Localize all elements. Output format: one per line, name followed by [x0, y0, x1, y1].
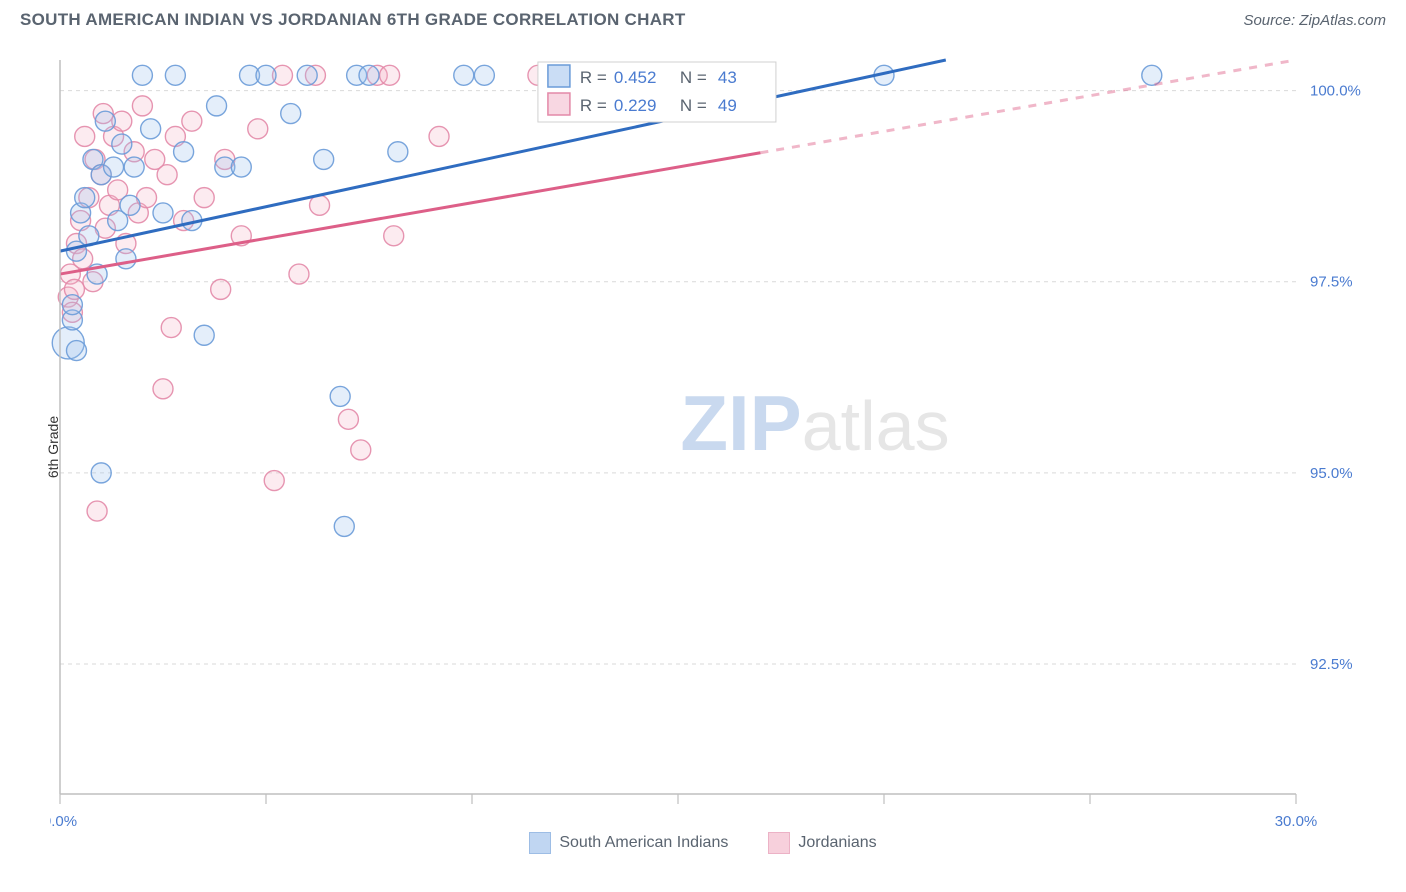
chart-title: SOUTH AMERICAN INDIAN VS JORDANIAN 6TH G…	[20, 10, 686, 30]
scatter-point	[330, 386, 350, 406]
svg-text:ZIPatlas: ZIPatlas	[680, 379, 949, 467]
scatter-point	[248, 119, 268, 139]
scatter-point	[334, 516, 354, 536]
scatter-point	[297, 65, 317, 85]
scatter-point	[474, 65, 494, 85]
scatter-chart: 92.5% 95.0% 97.5% 100.0% ZIPatlas 0.0% 30.0% R …	[50, 42, 1386, 852]
y-axis-label: 6th Grade	[45, 416, 61, 478]
legend-item: Jordanians	[768, 832, 876, 854]
chart-container: 6th Grade 92.5%95.0%97.5%100.0%ZIPatlas0…	[50, 42, 1386, 852]
scatter-point	[62, 295, 82, 315]
scatter-point	[116, 249, 136, 269]
scatter-point	[174, 142, 194, 162]
scatter-point	[359, 65, 379, 85]
scatter-point	[207, 96, 227, 116]
svg-text:0.452: 0.452	[614, 68, 657, 87]
legend-swatch	[548, 65, 570, 87]
scatter-point	[314, 149, 334, 169]
legend-bottom: South American Indians Jordanians	[0, 832, 1406, 854]
svg-text:R =: R =	[580, 96, 607, 115]
svg-text:43: 43	[718, 68, 737, 87]
svg-text:N =: N =	[680, 96, 707, 115]
svg-text:95.0%: 95.0%	[1310, 465, 1353, 482]
scatter-point	[120, 195, 140, 215]
scatter-point	[388, 142, 408, 162]
legend-swatch-icon	[529, 832, 551, 854]
scatter-point	[91, 463, 111, 483]
scatter-point	[310, 195, 330, 215]
scatter-point	[281, 104, 301, 124]
scatter-point	[429, 126, 449, 146]
svg-text:92.5%: 92.5%	[1310, 656, 1353, 673]
scatter-point	[75, 188, 95, 208]
scatter-point	[165, 65, 185, 85]
scatter-point	[141, 119, 161, 139]
svg-text:0.229: 0.229	[614, 96, 657, 115]
legend-label: Jordanians	[798, 834, 876, 851]
legend-swatch	[548, 93, 570, 115]
scatter-point	[112, 134, 132, 154]
scatter-point	[182, 111, 202, 131]
scatter-point	[384, 226, 404, 246]
correlation-legend	[538, 62, 776, 122]
scatter-point	[194, 188, 214, 208]
scatter-point	[153, 203, 173, 223]
scatter-point	[87, 501, 107, 521]
scatter-point	[157, 165, 177, 185]
scatter-point	[153, 379, 173, 399]
svg-text:0.0%: 0.0%	[50, 813, 77, 830]
legend-swatch-icon	[768, 832, 790, 854]
legend-item: South American Indians	[529, 832, 728, 854]
scatter-point	[264, 471, 284, 491]
scatter-point	[289, 264, 309, 284]
source-label: Source: ZipAtlas.com	[1243, 12, 1386, 29]
scatter-point	[380, 65, 400, 85]
scatter-point	[104, 157, 124, 177]
scatter-point	[75, 126, 95, 146]
scatter-point	[66, 341, 86, 361]
svg-text:100.0%: 100.0%	[1310, 83, 1361, 100]
scatter-point	[194, 325, 214, 345]
scatter-point	[351, 440, 371, 460]
svg-text:N =: N =	[680, 68, 707, 87]
scatter-point	[454, 65, 474, 85]
scatter-point	[256, 65, 276, 85]
svg-text:49: 49	[718, 96, 737, 115]
scatter-point	[132, 65, 152, 85]
scatter-point	[161, 318, 181, 338]
scatter-point	[338, 409, 358, 429]
svg-text:R =: R =	[580, 68, 607, 87]
trend-line-dashed	[760, 60, 1296, 153]
legend-label: South American Indians	[559, 834, 728, 851]
scatter-point	[211, 279, 231, 299]
scatter-point	[95, 111, 115, 131]
scatter-point	[124, 157, 144, 177]
header: SOUTH AMERICAN INDIAN VS JORDANIAN 6TH G…	[0, 0, 1406, 38]
svg-text:30.0%: 30.0%	[1275, 813, 1318, 830]
scatter-point	[231, 157, 251, 177]
scatter-point	[132, 96, 152, 116]
svg-text:97.5%: 97.5%	[1310, 274, 1353, 291]
